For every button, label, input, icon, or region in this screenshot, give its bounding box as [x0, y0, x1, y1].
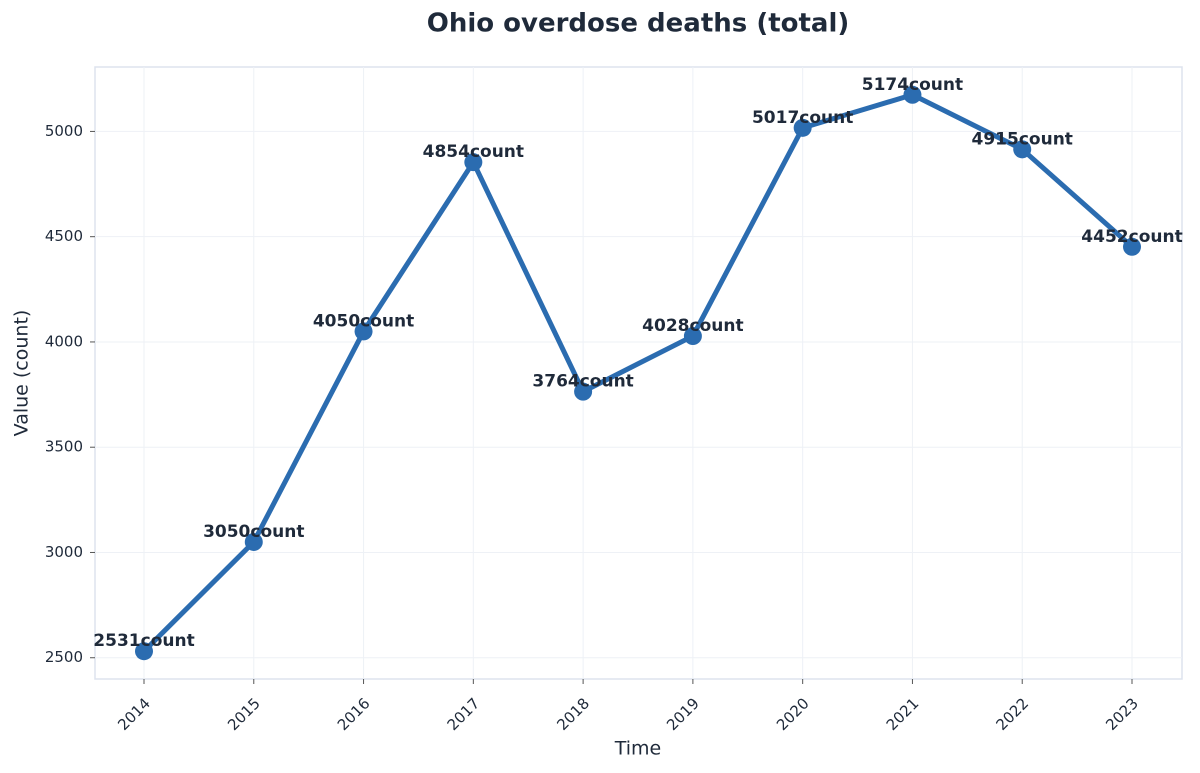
- x-tick-label: 2019: [663, 694, 703, 734]
- point: [683, 327, 702, 346]
- x-tick-label: 2022: [993, 694, 1033, 734]
- y-tick-label: 2500: [45, 648, 83, 666]
- y-tick-label: 4500: [45, 227, 83, 245]
- y-tick-label: 3000: [45, 543, 83, 561]
- y-tick-label: 3500: [45, 438, 83, 456]
- point: [354, 322, 373, 341]
- point: [1013, 140, 1032, 159]
- plot-frame: [94, 66, 1183, 680]
- y-axis-label: Value (count): [11, 310, 33, 437]
- x-tick-label: 2016: [334, 694, 374, 734]
- x-tick-label: 2014: [114, 694, 154, 734]
- y-tick-label: 5000: [45, 122, 83, 140]
- point: [1123, 237, 1141, 256]
- point: [903, 85, 922, 104]
- point: [793, 118, 812, 137]
- x-axis-label: Time: [614, 738, 662, 760]
- point: [135, 642, 153, 661]
- value-label: 3764count: [532, 372, 633, 392]
- y-tick-label: 4000: [45, 332, 83, 350]
- point: [244, 532, 263, 551]
- value-label: 4854count: [423, 142, 524, 162]
- x-tick-label: 2021: [883, 694, 923, 734]
- value-label: 5174count: [862, 75, 963, 95]
- x-tick-label: 2015: [224, 694, 264, 734]
- value-label: 4050count: [313, 311, 414, 331]
- line: [142, 92, 1134, 653]
- value-label: 3050count: [203, 522, 304, 542]
- value-label: 5017count: [752, 108, 853, 128]
- x-tick-label: 2017: [444, 694, 484, 734]
- point: [574, 382, 593, 401]
- x-tick-label: 2018: [553, 694, 593, 734]
- x-tick-label: 2020: [773, 694, 813, 734]
- chart-title: Ohio overdose deaths (total): [427, 9, 850, 39]
- x-tick-label: 2023: [1102, 694, 1142, 734]
- point: [464, 153, 483, 172]
- value-label: 4028count: [642, 316, 743, 336]
- value-label: 2531count: [93, 631, 194, 651]
- value-label: 4452count: [1081, 227, 1182, 247]
- value-label: 4915count: [972, 129, 1073, 149]
